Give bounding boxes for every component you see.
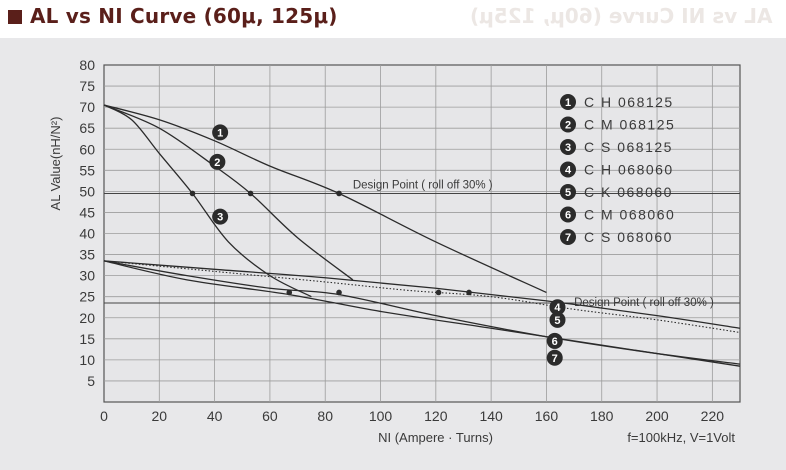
legend-marker-1 (560, 94, 576, 110)
design-point-dot (435, 289, 442, 296)
legend-marker-4 (560, 161, 576, 178)
y-tick-label: 10 (79, 352, 95, 368)
design-point-label-60: Design Point ( roll off 30% ) (574, 297, 714, 309)
x-axis-title: NI (Ampere · Turns) (378, 430, 493, 445)
y-tick-label: 35 (79, 247, 95, 263)
y-tick-label: 50 (79, 183, 95, 199)
y-tick-label: 45 (79, 204, 95, 220)
design-point-dot (336, 190, 342, 197)
series-line-7 (103, 260, 741, 367)
legend-marker-7-number: 7 (565, 232, 571, 244)
legend-label-1: C H 068125 (584, 94, 674, 110)
legend-label-4: C H 068060 (584, 162, 674, 178)
chart-title: AL vs NI Curve (60μ, 125μ) (30, 4, 338, 28)
x-tick-label: 20 (152, 408, 168, 424)
curve-marker-5-number: 5 (554, 315, 560, 327)
y-axis-title: AL Value(nH/N²) (48, 117, 63, 211)
design-point-label-125: Design Point ( roll off 30% ) (353, 179, 493, 191)
curve-marker-7-number: 7 (552, 353, 558, 365)
legend-label-6: C M 068060 (584, 207, 675, 223)
x-tick-label: 220 (701, 408, 725, 424)
x-tick-label: 200 (645, 408, 669, 424)
x-tick-label: 0 (100, 408, 108, 424)
legend-marker-6-number: 6 (565, 210, 571, 222)
curve-marker-7 (546, 349, 563, 366)
legend-marker-7 (560, 229, 576, 245)
x-tick-label: 80 (317, 408, 333, 424)
legend-marker-2 (560, 116, 576, 133)
legend-marker-1-number: 1 (565, 97, 571, 109)
legend-marker-6 (560, 206, 576, 223)
title-bar: AL vs NI Curve (60μ, 125μ) AL vs NI Curv… (0, 0, 786, 38)
test-condition-note: f=100kHz, V=1Volt (627, 430, 735, 445)
y-tick-label: 60 (79, 141, 95, 157)
y-tick-label: 55 (79, 162, 95, 178)
legend-label-3: C S 068125 (584, 139, 673, 155)
series-line-4 (103, 260, 741, 329)
y-tick-label: 70 (79, 99, 95, 115)
legend-label-5: C K 068060 (584, 184, 673, 200)
design-point-dot (466, 289, 472, 296)
curve-marker-5 (549, 311, 566, 328)
x-tick-label: 160 (535, 408, 559, 424)
x-tick-label: 180 (590, 408, 614, 424)
x-tick-label: 120 (424, 408, 448, 424)
x-tick-label: 100 (369, 408, 393, 424)
y-tick-label: 40 (79, 226, 95, 242)
x-tick-label: 60 (262, 408, 278, 424)
curve-marker-3 (212, 208, 229, 225)
y-tick-label: 20 (79, 310, 95, 326)
legend-label-2: C M 068125 (584, 117, 675, 133)
title-square-icon (8, 10, 22, 24)
curve-marker-1-number: 1 (217, 127, 223, 139)
y-tick-label: 5 (87, 373, 95, 389)
curve-marker-4 (549, 299, 566, 316)
y-tick-label: 30 (79, 268, 95, 284)
y-tick-label: 25 (79, 289, 95, 305)
curve-marker-4-number: 4 (554, 302, 561, 314)
legend-marker-2-number: 2 (565, 120, 571, 132)
y-tick-label: 15 (79, 331, 95, 347)
design-point-dot (189, 190, 196, 197)
x-tick-label: 40 (207, 408, 223, 424)
curve-marker-2-number: 2 (214, 157, 220, 169)
y-tick-label: 80 (79, 57, 95, 73)
curve-marker-1 (212, 124, 229, 141)
legend-marker-3-number: 3 (565, 142, 571, 154)
legend-marker-3 (560, 139, 576, 155)
curve-marker-3-number: 3 (217, 212, 223, 224)
legend-marker-4-number: 4 (565, 165, 572, 177)
series-line-1 (103, 104, 547, 294)
design-point-dot (336, 289, 342, 296)
legend-label-7: C S 068060 (584, 229, 673, 245)
x-tick-label: 140 (479, 408, 503, 424)
y-tick-label: 75 (79, 78, 95, 94)
curve-marker-6-number: 6 (552, 336, 558, 348)
design-point-dot (247, 190, 254, 197)
design-point-dot (286, 289, 293, 296)
y-tick-label: 65 (79, 120, 95, 136)
curve-marker-6 (546, 332, 563, 349)
legend-marker-5-number: 5 (565, 187, 571, 199)
legend-marker-5 (560, 184, 576, 200)
series-line-2 (103, 104, 354, 281)
curve-marker-2 (209, 153, 226, 170)
